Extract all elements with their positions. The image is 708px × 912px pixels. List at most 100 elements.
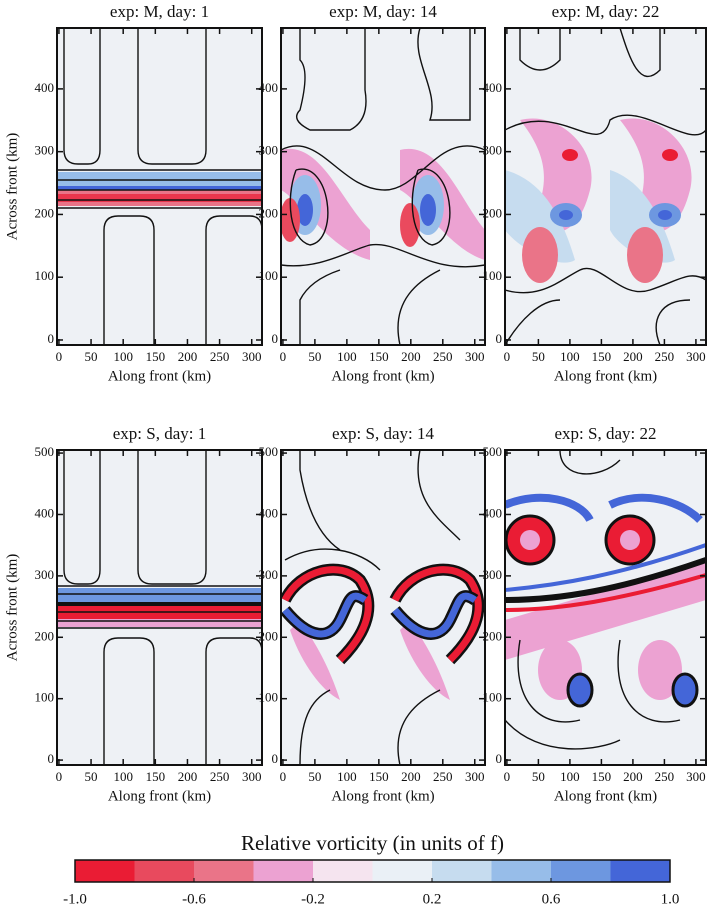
x-tick-label: 200 bbox=[623, 349, 643, 364]
y-tick-label: 0 bbox=[48, 331, 55, 346]
x-tick-label: 150 bbox=[592, 769, 612, 784]
contour-field bbox=[57, 28, 262, 345]
colorbar-segment bbox=[134, 860, 195, 882]
colorbar-segment bbox=[491, 860, 552, 882]
contour-field bbox=[57, 450, 262, 765]
x-tick-label: 250 bbox=[210, 769, 230, 784]
y-tick-label: 500 bbox=[483, 444, 503, 459]
x-tick-label: 300 bbox=[242, 769, 262, 784]
colorbar-title: Relative vorticity (in units of f) bbox=[241, 831, 504, 855]
x-tick-label: 100 bbox=[113, 769, 133, 784]
colorbar-segment bbox=[75, 860, 135, 882]
y-tick-label: 400 bbox=[483, 505, 503, 520]
x-tick-label: 250 bbox=[210, 349, 230, 364]
y-tick-label: 0 bbox=[48, 751, 55, 766]
x-tick-label: 0 bbox=[504, 349, 511, 364]
x-tick-label: 200 bbox=[401, 349, 421, 364]
panel-title: exp: S, day: 1 bbox=[113, 424, 207, 443]
contour-field bbox=[505, 450, 706, 765]
x-tick-label: 0 bbox=[56, 349, 63, 364]
y-tick-label: 300 bbox=[35, 143, 55, 158]
x-tick-label: 300 bbox=[686, 769, 706, 784]
y-tick-label: 0 bbox=[272, 751, 279, 766]
y-tick-label: 200 bbox=[35, 205, 55, 220]
contour-field bbox=[281, 450, 485, 765]
panel-title: exp: M, day: 1 bbox=[110, 2, 209, 21]
panel-title: exp: M, day: 22 bbox=[552, 2, 660, 21]
colorbar-tick-label: -0.6 bbox=[182, 891, 206, 907]
x-tick-label: 300 bbox=[465, 769, 485, 784]
y-axis-label: Across front (km) bbox=[4, 133, 20, 240]
x-axis-label: Along front (km) bbox=[331, 788, 434, 804]
colorbar-tick-label: -0.2 bbox=[301, 891, 325, 907]
y-tick-label: 100 bbox=[483, 690, 503, 705]
colorbar-frame bbox=[74, 859, 671, 883]
colorbar-segment bbox=[313, 860, 373, 882]
y-tick-label: 300 bbox=[483, 567, 503, 582]
y-tick-label: 500 bbox=[259, 444, 279, 459]
y-tick-label: 0 bbox=[496, 751, 503, 766]
x-tick-label: 250 bbox=[655, 349, 675, 364]
colorbar-tick-label: 0.6 bbox=[542, 891, 561, 907]
y-tick-label: 500 bbox=[35, 444, 55, 459]
panel-frame bbox=[56, 27, 263, 346]
x-tick-label: 150 bbox=[146, 769, 166, 784]
x-tick-label: 200 bbox=[623, 769, 643, 784]
panel-title: exp: M, day: 14 bbox=[329, 2, 437, 21]
x-tick-label: 50 bbox=[532, 769, 545, 784]
x-axis-label: Along front (km) bbox=[108, 788, 211, 804]
x-axis-label: Along front (km) bbox=[554, 368, 657, 384]
x-tick-label: 250 bbox=[433, 349, 453, 364]
x-tick-label: 150 bbox=[592, 349, 612, 364]
y-tick-label: 0 bbox=[272, 331, 279, 346]
y-tick-label: 400 bbox=[259, 80, 279, 95]
x-tick-label: 100 bbox=[560, 349, 580, 364]
colorbar-segment bbox=[610, 860, 671, 882]
y-tick-label: 100 bbox=[483, 268, 503, 283]
colorbar-segment bbox=[551, 860, 611, 882]
x-tick-label: 300 bbox=[242, 349, 262, 364]
y-tick-label: 100 bbox=[259, 268, 279, 283]
x-tick-label: 0 bbox=[504, 769, 511, 784]
colorbar-segment bbox=[372, 860, 433, 882]
x-tick-label: 300 bbox=[686, 349, 706, 364]
panel-frame bbox=[280, 449, 486, 766]
x-tick-label: 0 bbox=[280, 769, 287, 784]
y-tick-label: 200 bbox=[483, 205, 503, 220]
contour-field bbox=[505, 28, 706, 345]
x-tick-label: 50 bbox=[308, 769, 321, 784]
colorbar-tick-label: 1.0 bbox=[661, 891, 680, 907]
x-axis-label: Along front (km) bbox=[108, 368, 211, 384]
y-tick-label: 400 bbox=[483, 80, 503, 95]
y-tick-label: 200 bbox=[483, 628, 503, 643]
y-tick-label: 400 bbox=[259, 505, 279, 520]
x-tick-label: 250 bbox=[433, 769, 453, 784]
y-tick-label: 300 bbox=[483, 143, 503, 158]
y-tick-label: 100 bbox=[35, 268, 55, 283]
x-tick-label: 100 bbox=[560, 769, 580, 784]
y-tick-label: 300 bbox=[259, 143, 279, 158]
y-tick-label: 200 bbox=[259, 205, 279, 220]
x-tick-label: 150 bbox=[369, 769, 389, 784]
x-tick-label: 150 bbox=[146, 349, 166, 364]
x-tick-label: 50 bbox=[532, 349, 545, 364]
x-tick-label: 100 bbox=[337, 769, 357, 784]
x-axis-label: Along front (km) bbox=[554, 788, 657, 804]
colorbar-segment bbox=[432, 860, 492, 882]
y-tick-label: 200 bbox=[259, 628, 279, 643]
x-tick-label: 50 bbox=[85, 349, 98, 364]
x-tick-label: 250 bbox=[655, 769, 675, 784]
x-tick-label: 50 bbox=[308, 349, 321, 364]
y-tick-label: 300 bbox=[259, 567, 279, 582]
y-tick-label: 200 bbox=[35, 628, 55, 643]
x-tick-label: 100 bbox=[113, 349, 133, 364]
x-axis-label: Along front (km) bbox=[331, 368, 434, 384]
y-tick-label: 400 bbox=[35, 505, 55, 520]
x-tick-label: 0 bbox=[56, 769, 63, 784]
y-axis-label: Across front (km) bbox=[4, 554, 20, 661]
colorbar-segment bbox=[194, 860, 254, 882]
colorbar-tick-label: -1.0 bbox=[63, 891, 87, 907]
contour-field bbox=[281, 28, 485, 345]
x-tick-label: 300 bbox=[465, 349, 485, 364]
